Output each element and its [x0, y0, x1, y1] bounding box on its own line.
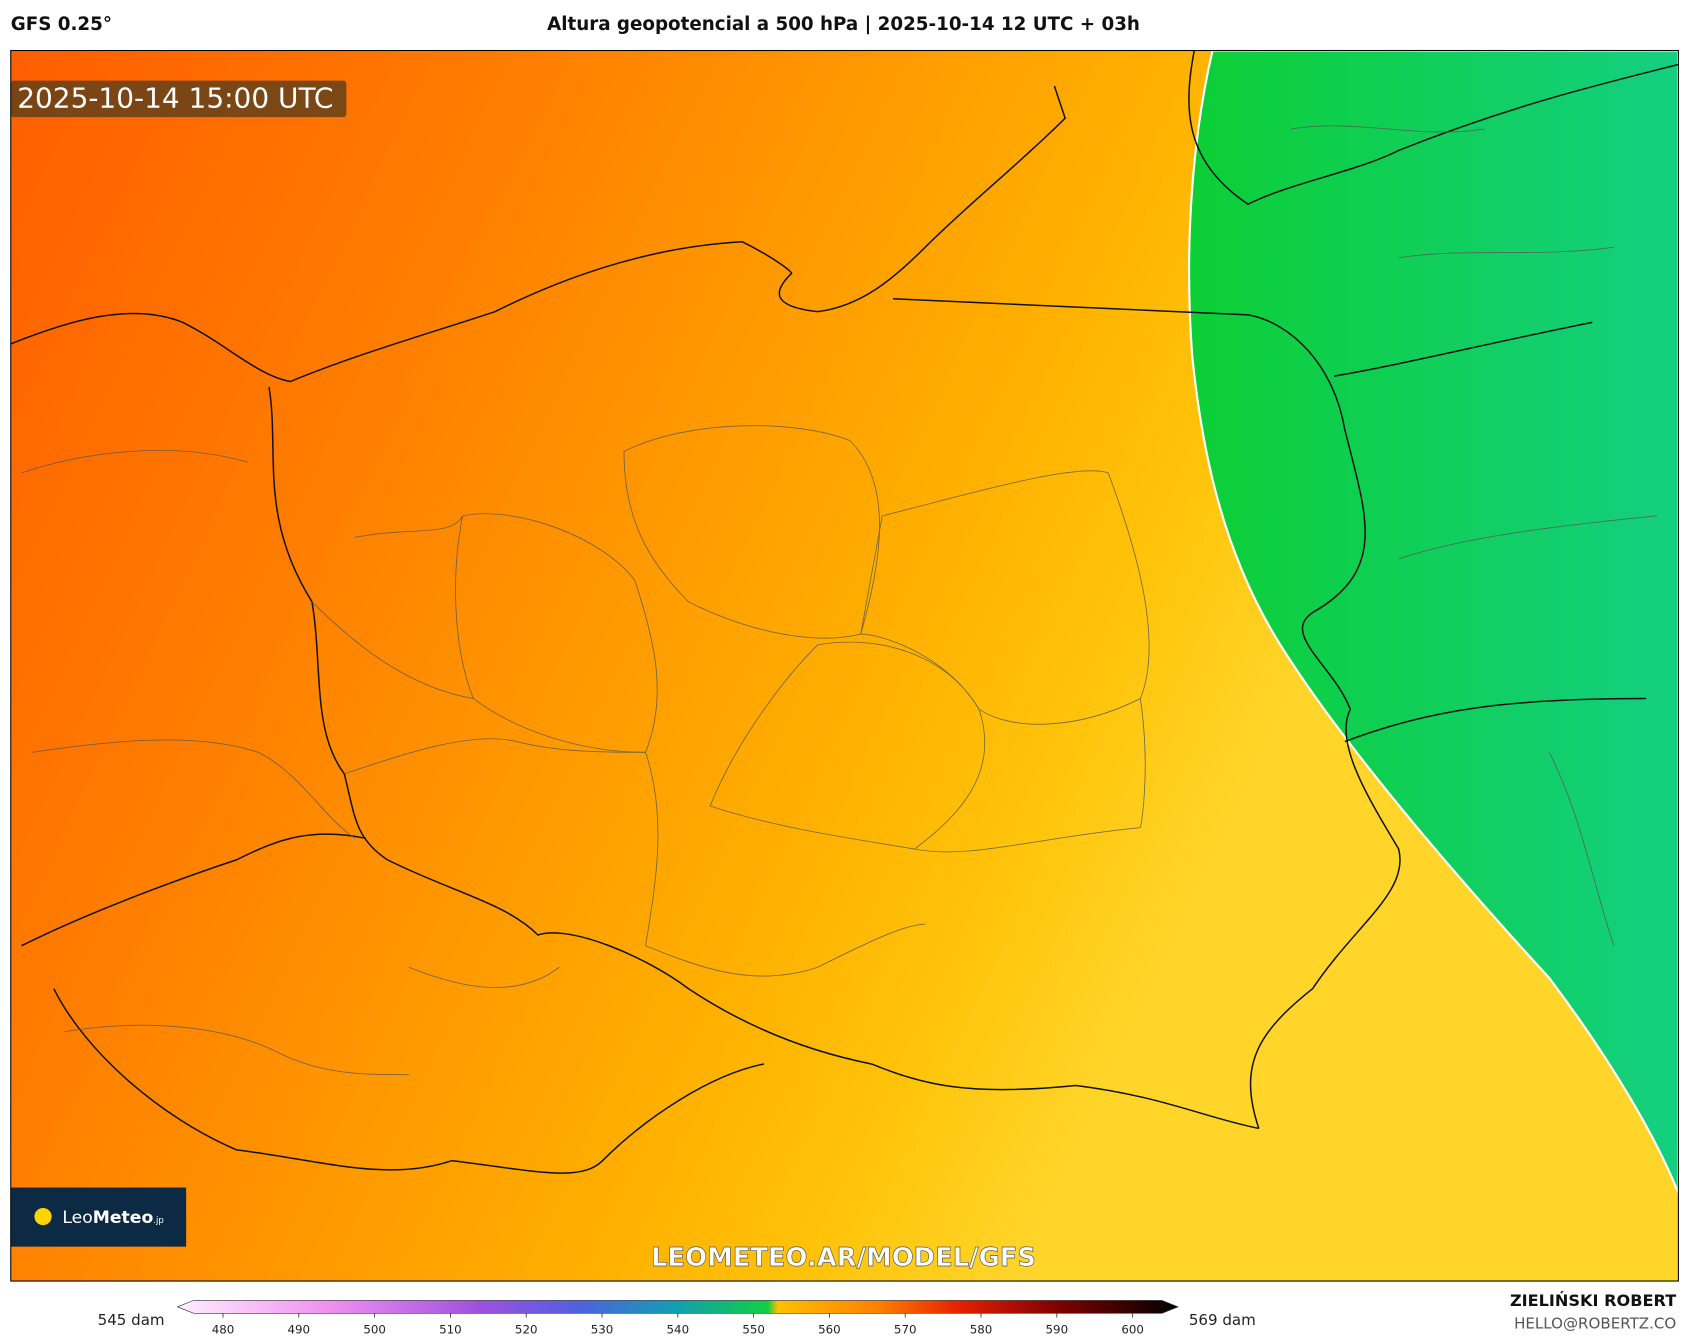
- colorbar-tick-label: 550: [742, 1323, 765, 1337]
- valid-time-box: [10, 80, 347, 118]
- colorbar-tick-label: 500: [363, 1323, 386, 1337]
- colorbar-tick-label: 570: [894, 1323, 917, 1337]
- colorbar-tick-label: 560: [818, 1323, 841, 1337]
- colorbar-max-label: 569 dam: [1189, 1311, 1256, 1329]
- height-field-green: [1188, 50, 1679, 1194]
- colorbar-tick-label: 520: [515, 1323, 538, 1337]
- logo-suffix: .jp: [153, 1216, 164, 1226]
- credit-author: ZIELIŃSKI ROBERT: [1510, 1291, 1676, 1310]
- colorbar-tick-label: 530: [591, 1323, 614, 1337]
- colorbar: 545 dam 569 dam 480 490 500 510 520 530 540 550…: [98, 1300, 1256, 1337]
- valid-time: 2025-10-14 15:00 UTC: [17, 81, 333, 114]
- colorbar-tick-label: 540: [667, 1323, 690, 1337]
- logo: LeoMeteo.jp: [62, 1208, 163, 1228]
- colorbar-tick-label: 490: [288, 1323, 311, 1337]
- colorbar-tick-label: 480: [212, 1323, 235, 1337]
- map-title: Altura geopotencial a 500 hPa | 2025-10-…: [547, 14, 1140, 35]
- model-label: GFS 0.25°: [11, 14, 112, 35]
- colorbar-min-label: 545 dam: [98, 1311, 165, 1329]
- watermark: LEOMETEO.AR/MODEL/GFS: [651, 1243, 1036, 1273]
- colorbar-tick-label: 590: [1046, 1323, 1069, 1337]
- colorbar-bar: [176, 1300, 1179, 1314]
- credit-email: HELLO@ROBERTZ.CO: [1514, 1314, 1676, 1332]
- map-frame: [10, 49, 1679, 1282]
- colorbar-tick-label: 510: [439, 1323, 462, 1337]
- logo-bold: Meteo: [93, 1208, 154, 1228]
- logo-light: Leo: [62, 1208, 92, 1228]
- colorbar-tick-label: 580: [970, 1323, 993, 1337]
- colorbar-tick-label: 600: [1121, 1323, 1144, 1337]
- map: 2025-10-14 15:00 UTC LEOMETEO.AR/MODEL/G…: [10, 50, 1679, 1282]
- logo-sun: [34, 1207, 52, 1226]
